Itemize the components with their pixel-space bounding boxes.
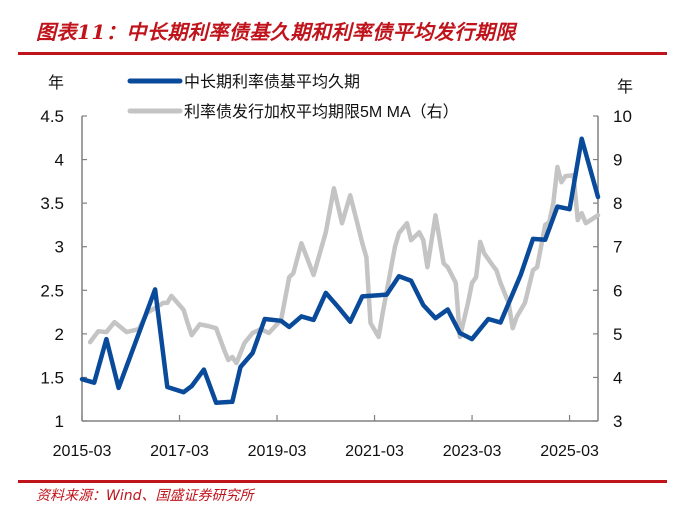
x-axis-tick-label: 2025-03 — [540, 443, 599, 460]
legend: 中长期利率债基平均久期 利率债发行加权平均期限5M MA（右） — [127, 73, 459, 121]
left-axis-tick-label: 4.5 — [40, 107, 64, 126]
left-axis-tick-label: 4 — [55, 151, 64, 170]
left-axis-tick-label: 3 — [55, 238, 64, 257]
series-line-blue — [79, 136, 601, 405]
x-axis-tick-label: 2017-03 — [150, 443, 209, 460]
left-axis-tick-label: 2 — [55, 325, 64, 344]
x-axis-tick-label: 2019-03 — [248, 443, 307, 460]
left-axis-tick-label: 1.5 — [40, 368, 64, 387]
right-axis-tick-label: 10 — [613, 107, 632, 126]
left-axis-tick-label: 1 — [55, 412, 64, 431]
legend-label-blue: 中长期利率债基平均久期 — [184, 73, 360, 91]
right-axis-tick-label: 4 — [613, 368, 622, 387]
axes: 1 1.5 2 2.5 3 3.5 4 4.5 3 4 5 6 7 8 9 10 2015-03 2017-03 2… — [40, 107, 632, 460]
x-axis-tick-label: 2023-03 — [443, 443, 502, 460]
series-lines — [79, 136, 601, 405]
footer-divider — [18, 480, 667, 483]
right-axis-tick-label: 7 — [613, 238, 622, 257]
right-axis-unit: 年 — [617, 78, 633, 96]
x-axis-tick-label: 2021-03 — [345, 443, 404, 460]
title-divider — [18, 52, 667, 55]
x-axis-tick-label: 2015-03 — [53, 443, 112, 460]
chart-title: 图表11：中长期利率债基久期和利率债平均发行期限 — [36, 20, 516, 44]
left-axis-tick-label: 2.5 — [40, 281, 64, 300]
right-axis-tick-label: 6 — [613, 281, 622, 300]
source-note: 资料来源：Wind、国盛证券研究所 — [36, 488, 254, 504]
right-axis-tick-label: 9 — [613, 151, 622, 170]
right-axis-tick-label: 5 — [613, 325, 622, 344]
series-line-gray — [87, 164, 601, 366]
right-axis-tick-label: 3 — [613, 412, 622, 431]
left-axis-unit: 年 — [48, 74, 64, 92]
right-axis-tick-label: 8 — [613, 194, 622, 213]
legend-label-gray: 利率债发行加权平均期限5M MA（右） — [184, 103, 459, 121]
left-axis-tick-label: 3.5 — [40, 194, 64, 213]
